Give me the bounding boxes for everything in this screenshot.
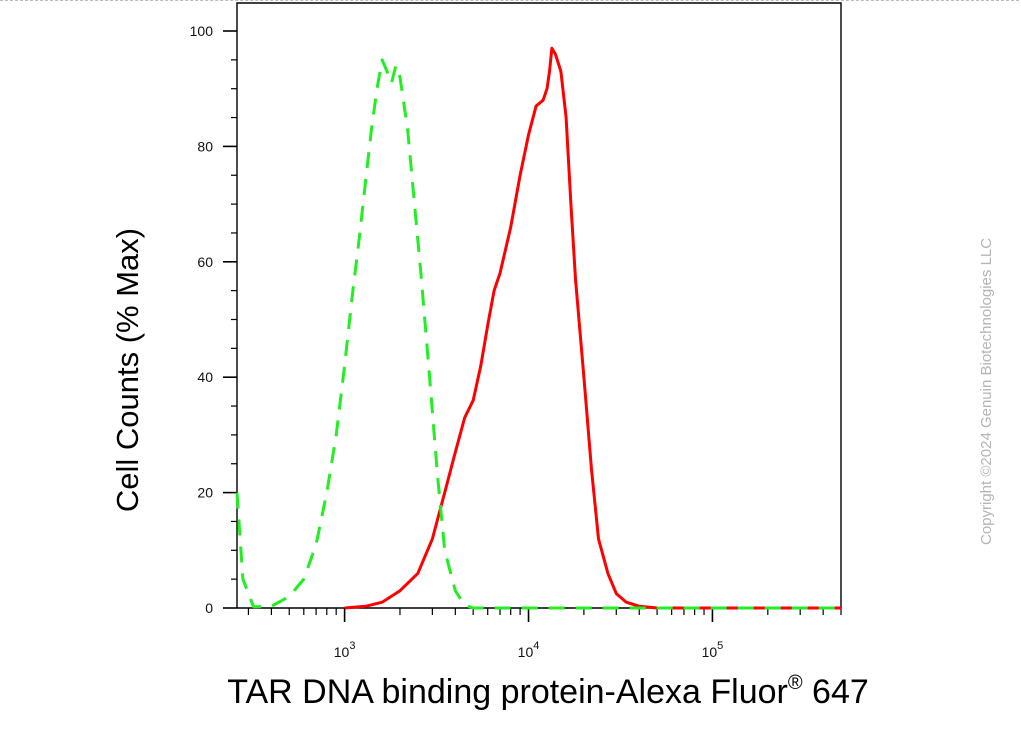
- y-tick-label: 20: [197, 485, 213, 501]
- x-axis-title: TAR DNA binding protein-Alexa Fluor® 647: [227, 672, 869, 711]
- y-axis: 0 20 40 60 80 100: [190, 23, 237, 616]
- y-tick-label: 40: [197, 369, 213, 385]
- y-tick-label: 0: [205, 600, 213, 616]
- copyright-watermark: Copyright ©2024 Genuin Biotechnologies L…: [978, 237, 995, 545]
- x-tick-label: 104: [518, 640, 540, 660]
- x-tick-label: 103: [334, 640, 356, 660]
- page-top-border: [0, 0, 1019, 3]
- x-axis-title-main: TAR DNA binding protein-Alexa Fluor: [227, 673, 788, 711]
- y-axis-title: Cell Counts (% Max): [110, 228, 145, 512]
- plot-border: [236, 2, 842, 608]
- y-tick-label: 100: [190, 23, 214, 39]
- plot-frame: [236, 2, 842, 608]
- sample-series-line: [344, 46, 841, 610]
- x-tick-label: 105: [702, 640, 724, 660]
- series-layer: [235, 46, 841, 610]
- y-tick-label: 80: [197, 138, 213, 154]
- y-tick-label: 60: [197, 254, 213, 270]
- x-axis-title-suffix: 647: [803, 673, 869, 711]
- x-axis-title-superscript: ®: [788, 672, 803, 694]
- control-series-line: [235, 58, 841, 610]
- x-axis: 103 104 105: [237, 607, 842, 660]
